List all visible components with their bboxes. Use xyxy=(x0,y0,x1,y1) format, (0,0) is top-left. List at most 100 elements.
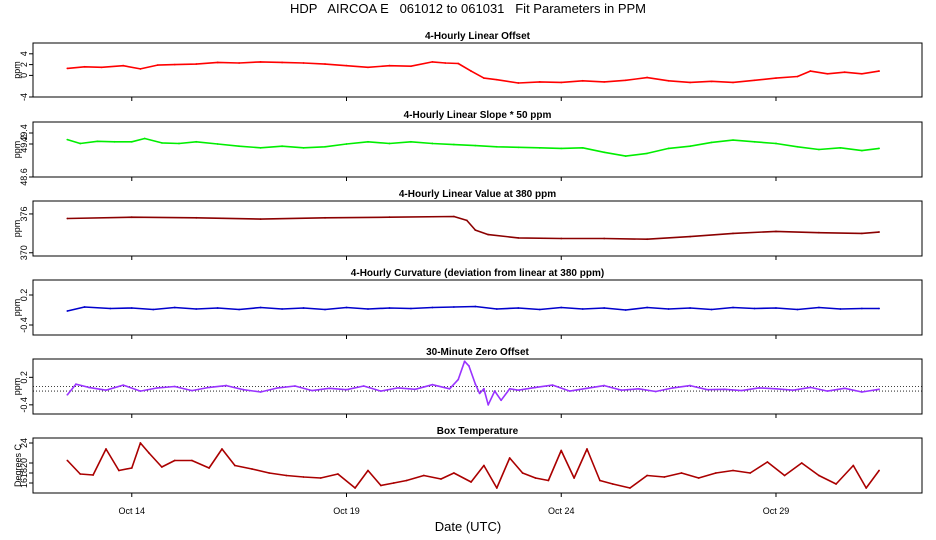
data-point xyxy=(710,141,713,144)
data-point xyxy=(689,81,691,84)
data-point xyxy=(732,81,734,84)
data-point xyxy=(809,70,812,72)
y-tick-label: 24 xyxy=(19,438,29,448)
data-point xyxy=(302,476,305,478)
panel-title: 4-Hourly Linear Slope * 50 ppm xyxy=(404,110,552,121)
data-point xyxy=(732,139,734,142)
series-line xyxy=(67,215,880,240)
data-point xyxy=(452,215,455,218)
data-point xyxy=(818,306,820,309)
data-point xyxy=(379,484,382,487)
data-point xyxy=(560,81,563,84)
data-point xyxy=(216,61,219,64)
data-point xyxy=(573,477,576,479)
data-point xyxy=(79,473,82,475)
data-point xyxy=(560,306,563,309)
data-point xyxy=(195,140,198,143)
y-axis-label: Degrees C xyxy=(13,443,23,487)
data-point xyxy=(379,390,382,392)
data-point xyxy=(191,389,193,392)
data-point xyxy=(242,388,245,391)
data-point xyxy=(646,152,649,155)
data-point xyxy=(156,386,159,389)
data-point xyxy=(388,307,391,309)
data-point xyxy=(302,307,305,309)
plot-frame xyxy=(32,42,923,98)
data-point xyxy=(324,63,326,65)
data-point xyxy=(431,142,434,145)
data-point xyxy=(672,386,674,389)
data-point xyxy=(285,474,288,477)
data-point xyxy=(568,390,571,392)
data-point xyxy=(410,65,412,68)
data-point xyxy=(586,387,588,390)
data-point xyxy=(92,474,95,476)
x-tick-label: Oct 14 xyxy=(119,506,146,516)
data-point xyxy=(878,307,880,310)
y-axis-label: ppm xyxy=(12,220,22,238)
data-point xyxy=(689,384,691,387)
data-point xyxy=(860,72,863,75)
data-point xyxy=(208,467,210,469)
data-point xyxy=(766,461,769,463)
data-point xyxy=(410,307,412,310)
data-point xyxy=(667,79,670,82)
data-point xyxy=(689,145,691,148)
data-point xyxy=(431,61,434,63)
data-point xyxy=(783,474,786,477)
data-point xyxy=(75,383,77,386)
y-tick-label: 49.4 xyxy=(19,124,29,142)
data-point xyxy=(667,308,670,310)
data-point xyxy=(259,391,262,393)
panel-2: 4-Hourly Linear Slope * 50 ppm ppm 48.6 49.… xyxy=(12,110,923,186)
y-axis-label: ppm xyxy=(12,378,22,396)
data-point xyxy=(448,387,451,390)
data-point xyxy=(474,229,477,232)
data-point xyxy=(302,146,305,149)
data-point xyxy=(775,77,777,79)
data-point xyxy=(191,459,193,462)
data-point xyxy=(122,384,125,387)
data-point xyxy=(495,145,498,148)
data-point xyxy=(775,230,777,233)
data-point xyxy=(105,389,107,392)
data-point xyxy=(710,308,713,311)
data-point xyxy=(629,487,631,489)
data-point xyxy=(826,72,829,75)
data-point xyxy=(238,145,241,148)
data-point xyxy=(474,305,477,308)
data-point xyxy=(646,474,649,477)
data-point xyxy=(79,142,82,145)
data-point xyxy=(860,232,863,235)
y-tick-label: 49.2 xyxy=(19,135,29,153)
data-point xyxy=(818,231,820,234)
data-point xyxy=(367,140,369,143)
data-point xyxy=(233,464,236,467)
data-point xyxy=(109,307,112,310)
data-point xyxy=(225,384,228,387)
y-tick-label: 20 xyxy=(19,458,29,468)
data-point xyxy=(818,474,820,477)
data-point xyxy=(324,308,326,311)
y-tick-label: 2 xyxy=(19,62,29,67)
panel-title: 4-Hourly Curvature (deviation from linea… xyxy=(351,268,604,279)
data-point xyxy=(302,62,305,64)
data-point xyxy=(87,386,90,389)
data-point xyxy=(173,459,176,462)
data-point xyxy=(195,308,198,310)
y-tick-label: 0.2 xyxy=(19,289,29,302)
data-point xyxy=(753,79,756,82)
data-point xyxy=(178,142,180,145)
panel-title: Box Temperature xyxy=(437,426,519,437)
data-point xyxy=(654,390,657,393)
data-point xyxy=(337,473,339,475)
data-point xyxy=(740,389,743,392)
plot-frame xyxy=(32,437,923,494)
series-line xyxy=(67,61,880,84)
data-point xyxy=(706,388,709,391)
y-tick-label: 376 xyxy=(19,206,29,221)
data-point xyxy=(487,403,490,406)
data-point xyxy=(775,307,777,309)
data-point xyxy=(474,144,477,147)
